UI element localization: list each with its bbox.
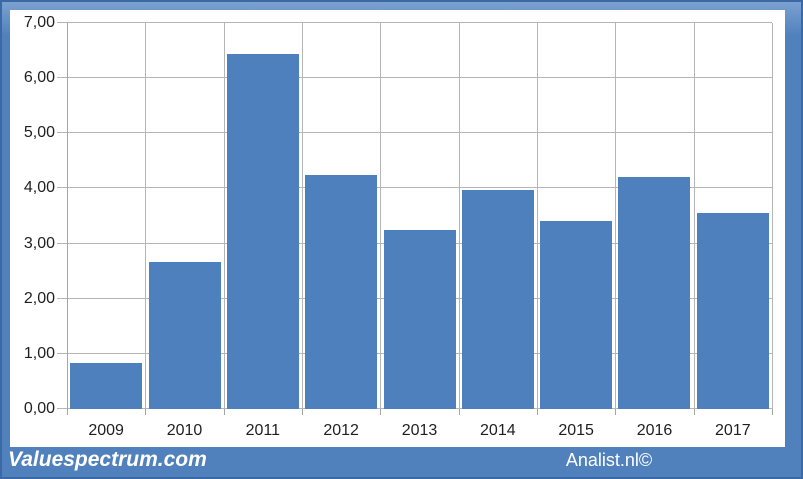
valuespectrum-watermark: Valuespectrum.com [8, 448, 207, 471]
x-tick-label: 2015 [558, 422, 594, 439]
y-tick-label: 0,00 [23, 400, 55, 417]
x-tick-label: 2017 [715, 422, 751, 439]
bar-2013 [384, 230, 456, 409]
gridline-vertical [537, 23, 538, 409]
y-tick-label: 2,00 [23, 289, 55, 307]
bar-2012 [305, 175, 377, 409]
x-axis-tick [145, 409, 146, 415]
bar-2014 [462, 190, 534, 409]
y-tick-label: 1,00 [23, 344, 55, 362]
gridline-vertical [772, 23, 773, 409]
footer-bar: Valuespectrum.com Analist.nl© [2, 447, 801, 477]
gridline-horizontal [57, 132, 772, 134]
x-axis-tick [615, 409, 616, 415]
x-axis-tick [224, 409, 225, 415]
x-tick-label: 2013 [401, 422, 438, 439]
bar-2010 [149, 262, 221, 409]
x-tick-label: 2011 [245, 422, 281, 439]
y-tick-label: 5,00 [23, 124, 55, 142]
y-tick-label: 6,00 [23, 69, 55, 87]
gridline-vertical [694, 23, 695, 409]
x-tick-label: 2014 [480, 422, 516, 439]
x-axis-tick [459, 409, 460, 415]
y-tick-label: 7,00 [23, 14, 55, 31]
bar-2016 [618, 177, 690, 409]
analist-watermark: Analist.nl© [565, 450, 653, 470]
bar-2011 [227, 54, 299, 409]
bar-2009 [70, 363, 142, 409]
gridline-horizontal [57, 22, 772, 23]
gridline-vertical [459, 23, 460, 409]
gridline-vertical [302, 23, 303, 409]
x-axis-tick [67, 409, 68, 415]
x-axis-tick [694, 409, 695, 415]
chart-canvas: 0,00 1,00 2,00 3,00 4,00 5,00 6,00 7,00 2009 201… [10, 10, 785, 447]
x-axis-tick [302, 409, 303, 415]
gridline-vertical [380, 23, 381, 409]
gridline-vertical [224, 23, 225, 409]
plot-area [57, 22, 773, 415]
y-axis-line [67, 23, 68, 409]
x-tick-label: 2012 [323, 422, 359, 439]
x-axis-tick [772, 409, 773, 415]
y-tick-label: 4,00 [23, 179, 55, 197]
x-tick-label: 2009 [88, 422, 124, 439]
y-tick-label: 3,00 [23, 234, 55, 252]
bar-2015 [540, 221, 612, 409]
bar-2017 [697, 213, 769, 409]
x-tick-label: 2010 [166, 422, 203, 439]
gridline-horizontal [57, 77, 772, 79]
x-tick-label: 2016 [636, 422, 673, 439]
gridline-horizontal [57, 187, 772, 189]
gridline-vertical [615, 23, 616, 409]
x-axis-tick [380, 409, 381, 415]
gridline-vertical [145, 23, 146, 409]
x-axis-tick [537, 409, 538, 415]
